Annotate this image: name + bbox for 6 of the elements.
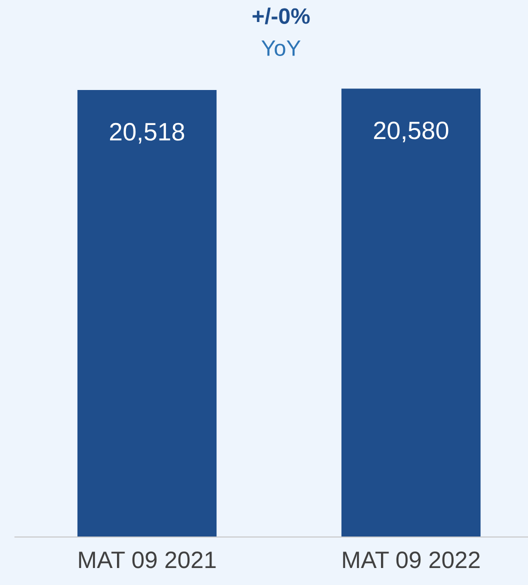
x-tick-label: MAT 09 2021 xyxy=(79,552,216,568)
data-label: 20,580 xyxy=(374,122,448,142)
data-label: 20,518 xyxy=(110,122,184,144)
annotation: YoY xyxy=(262,40,300,56)
annotation: +/-0% xyxy=(252,8,310,24)
x-tick-label: MAT 09 2022 xyxy=(343,552,480,568)
